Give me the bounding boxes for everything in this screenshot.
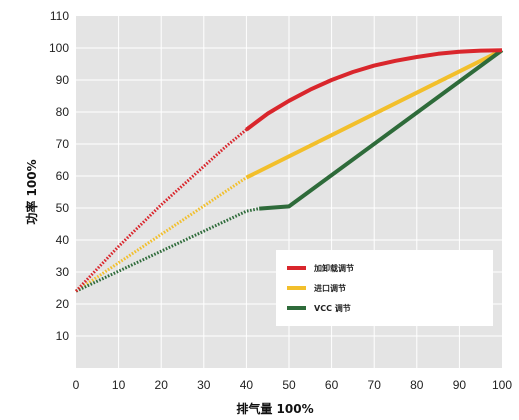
x-tick-label: 50 (282, 378, 296, 392)
x-tick-label: 20 (155, 378, 169, 392)
y-tick-label: 90 (56, 73, 70, 87)
x-tick-label: 80 (410, 378, 424, 392)
y-tick-label: 60 (56, 169, 70, 183)
y-tick-label: 10 (56, 329, 70, 343)
tick-labels: 10 20 30 40 50 60 70 80 90 100 110 0 10 20 30 40 50 60 70 8… (49, 9, 512, 392)
y-tick-label: 50 (56, 201, 70, 215)
y-tick-label: 100 (49, 41, 69, 55)
legend-box (276, 250, 493, 326)
y-tick-label: 70 (56, 137, 70, 151)
x-tick-label: 0 (73, 378, 80, 392)
series-lines (74, 48, 504, 293)
series-0-solid-line (245, 48, 503, 132)
x-axis-title: 排气量 100% (236, 401, 313, 416)
y-tick-label: 20 (56, 297, 70, 311)
x-tick-label: 60 (325, 378, 339, 392)
legend-label: VCC 调节 (314, 303, 351, 313)
y-tick-label: 80 (56, 105, 70, 119)
x-tick-label: 70 (368, 378, 382, 392)
y-tick-label: 40 (56, 233, 70, 247)
legend-label: 加卸载调节 (313, 263, 354, 273)
x-tick-label: 10 (112, 378, 126, 392)
x-tick-label: 100 (492, 378, 512, 392)
series-1-solid-line (245, 48, 503, 180)
x-tick-label: 40 (240, 378, 254, 392)
x-tick-label: 90 (453, 378, 467, 392)
y-tick-label: 30 (56, 265, 70, 279)
y-tick-label: 110 (50, 9, 69, 23)
x-tick-label: 30 (197, 378, 211, 392)
legend-label: 进口调节 (314, 283, 346, 293)
series-1-dotted-line (75, 176, 248, 293)
series-2-solid-line (259, 48, 504, 211)
y-axis-title: 功率 100% (24, 159, 39, 224)
